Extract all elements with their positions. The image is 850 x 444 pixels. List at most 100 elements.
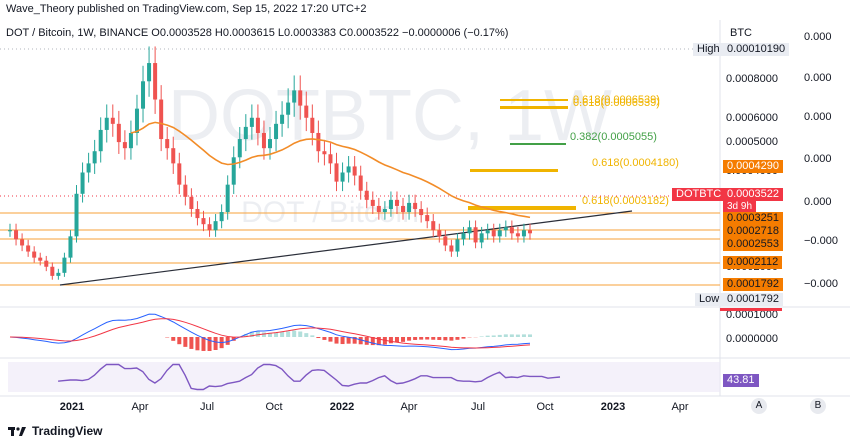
candle-body[interactable] [68, 236, 73, 258]
candle-body[interactable] [358, 175, 363, 191]
candle-body[interactable] [401, 205, 406, 213]
candle-body[interactable] [147, 63, 152, 82]
candle-body[interactable] [491, 230, 496, 237]
candle-body[interactable] [425, 215, 430, 222]
candle-body[interactable] [74, 193, 79, 237]
fib-0618-mid-zone[interactable] [470, 169, 558, 172]
candle-body[interactable] [255, 117, 260, 133]
candle-body[interactable] [449, 245, 454, 252]
candle-body[interactable] [171, 148, 176, 164]
footer-brand[interactable]: TradingView [8, 424, 102, 438]
fib-zone-upper[interactable] [500, 106, 568, 109]
candle-body[interactable] [110, 117, 115, 124]
candle-body[interactable] [207, 224, 212, 231]
macd-line[interactable] [9, 313, 531, 351]
fib-zone-upper-top[interactable] [500, 99, 568, 101]
candle-body[interactable] [298, 90, 303, 106]
candle-body[interactable] [116, 123, 121, 143]
candle-body[interactable] [237, 139, 242, 158]
candle-body[interactable] [443, 236, 448, 246]
candle-body[interactable] [38, 257, 43, 261]
candle-body[interactable] [274, 123, 279, 140]
candle-body[interactable] [14, 230, 19, 240]
candle-body[interactable] [165, 139, 170, 149]
rsi-line[interactable] [58, 363, 561, 391]
candle-body[interactable] [370, 199, 375, 206]
time-axis[interactable]: 2021 Apr Jul Oct 2022 Apr Jul Oct 2023 Apr [60, 401, 689, 413]
candle-body[interactable] [231, 157, 236, 185]
candle-body[interactable] [437, 230, 442, 237]
candle-body[interactable] [195, 208, 200, 219]
candle-body[interactable] [128, 132, 133, 149]
candle-body[interactable] [159, 99, 164, 140]
candle-body[interactable] [310, 117, 315, 133]
candle-body[interactable] [44, 260, 49, 267]
candle-body[interactable] [261, 132, 266, 149]
candle-body[interactable] [521, 230, 526, 237]
candle-body[interactable] [92, 151, 97, 164]
candle-body[interactable] [419, 208, 424, 216]
candle-body[interactable] [528, 230, 532, 234]
candle-body[interactable] [292, 90, 297, 103]
candle-body[interactable] [86, 163, 91, 173]
candle-body[interactable] [201, 218, 206, 225]
candle-body[interactable] [388, 199, 393, 209]
candle-body[interactable] [141, 81, 146, 109]
candle-body[interactable] [177, 163, 182, 185]
candle-body[interactable] [183, 184, 188, 197]
candle-body[interactable] [225, 184, 230, 213]
candle-body[interactable] [280, 114, 285, 124]
candle-body[interactable] [497, 230, 502, 237]
candle-body[interactable] [382, 208, 387, 213]
candle-body[interactable] [304, 105, 309, 118]
macd-signal-line[interactable] [9, 318, 531, 349]
candle-body[interactable] [503, 227, 508, 231]
candle-body[interactable] [189, 196, 194, 209]
candle-body[interactable] [213, 221, 218, 231]
fib-0618-low-zone[interactable] [468, 206, 576, 210]
candle-body[interactable] [286, 102, 291, 115]
ema-line[interactable] [130, 121, 531, 219]
candle-body[interactable] [20, 239, 25, 246]
bottom-right-button[interactable]: B [810, 398, 826, 414]
candle-body[interactable] [473, 227, 478, 243]
candle-body[interactable] [352, 166, 357, 176]
support-trendline[interactable] [59, 210, 633, 286]
candle-body[interactable] [322, 151, 327, 155]
candle-body[interactable] [413, 202, 418, 209]
candlestick-series[interactable] [8, 46, 532, 280]
candle-body[interactable] [62, 257, 67, 273]
candle-body[interactable] [153, 63, 158, 100]
candle-body[interactable] [268, 139, 272, 149]
candle-body[interactable] [485, 230, 490, 234]
candle-body[interactable] [431, 221, 436, 231]
candle-body[interactable] [26, 245, 31, 252]
candle-body[interactable] [334, 163, 339, 182]
candle-body[interactable] [316, 132, 321, 152]
auto-scale-button[interactable]: A [751, 398, 767, 414]
candle-body[interactable] [104, 117, 109, 130]
candle-body[interactable] [122, 142, 127, 149]
candle-body[interactable] [328, 154, 333, 164]
candle-body[interactable] [515, 233, 520, 237]
candle-body[interactable] [509, 227, 514, 234]
candle-body[interactable] [249, 117, 254, 127]
candle-body[interactable] [376, 205, 381, 213]
candle-body[interactable] [364, 190, 369, 200]
candle-body[interactable] [479, 233, 484, 243]
candle-body[interactable] [455, 239, 460, 252]
candle-body[interactable] [32, 251, 37, 258]
candle-body[interactable] [346, 166, 351, 173]
candle-body[interactable] [219, 212, 224, 222]
candle-body[interactable] [407, 202, 412, 213]
candle-body[interactable] [80, 172, 85, 194]
candle-body[interactable] [461, 233, 466, 240]
candle-body[interactable] [394, 199, 399, 206]
candle-body[interactable] [8, 230, 12, 232]
candle-body[interactable] [467, 227, 472, 234]
candle-body[interactable] [56, 272, 61, 276]
candle-body[interactable] [134, 108, 139, 133]
candle-body[interactable] [98, 129, 103, 152]
candle-body[interactable] [340, 172, 345, 182]
candle-body[interactable] [50, 266, 55, 276]
